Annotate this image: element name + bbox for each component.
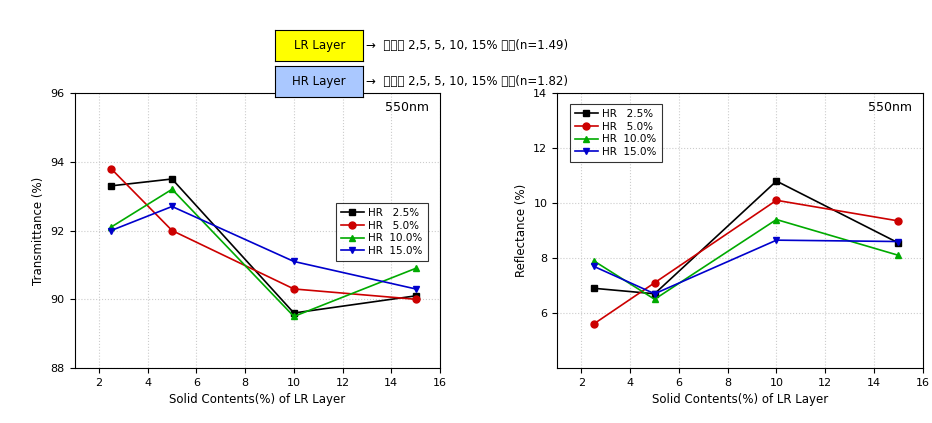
Line: HR  10.0%: HR 10.0% (590, 216, 902, 303)
HR  15.0% (167, 204, 178, 209)
HR   2.5% (288, 310, 299, 316)
HR  10.0% (771, 217, 782, 222)
Line: HR   5.0%: HR 5.0% (107, 165, 419, 303)
HR  15.0% (893, 239, 904, 244)
HR   5.0% (771, 198, 782, 203)
HR   5.0% (288, 286, 299, 291)
HR  10.0% (167, 187, 178, 192)
Y-axis label: Transmittance (%): Transmittance (%) (32, 176, 45, 285)
HR  15.0% (771, 238, 782, 243)
HR  10.0% (105, 225, 116, 230)
Legend: HR   2.5%, HR   5.0%, HR  10.0%, HR  15.0%: HR 2.5%, HR 5.0%, HR 10.0%, HR 15.0% (336, 203, 428, 261)
HR   2.5% (167, 176, 178, 181)
HR   2.5% (410, 293, 421, 298)
HR  15.0% (105, 228, 116, 233)
Y-axis label: Reflectance (%): Reflectance (%) (514, 184, 528, 277)
Text: LR Layer: LR Layer (294, 39, 345, 52)
Legend: HR   2.5%, HR   5.0%, HR  10.0%, HR  15.0%: HR 2.5%, HR 5.0%, HR 10.0%, HR 15.0% (569, 104, 662, 162)
X-axis label: Solid Contents(%) of LR Layer: Solid Contents(%) of LR Layer (651, 393, 828, 406)
HR   5.0% (105, 166, 116, 171)
HR   5.0% (167, 228, 178, 233)
HR   2.5% (588, 286, 599, 291)
HR  10.0% (410, 266, 421, 271)
HR  10.0% (893, 253, 904, 258)
HR  10.0% (649, 297, 660, 302)
Text: →  고형분 2,5, 5, 10, 15% 조절(n=1.49): → 고형분 2,5, 5, 10, 15% 조절(n=1.49) (366, 39, 569, 52)
HR  10.0% (288, 314, 299, 319)
Line: HR   2.5%: HR 2.5% (590, 178, 902, 297)
Text: HR Layer: HR Layer (293, 75, 346, 88)
HR   5.0% (893, 218, 904, 223)
HR   2.5% (893, 240, 904, 245)
Line: HR   5.0%: HR 5.0% (590, 197, 902, 327)
HR  15.0% (288, 259, 299, 264)
HR  15.0% (649, 291, 660, 296)
Line: HR  10.0%: HR 10.0% (107, 186, 419, 320)
Text: →  고형분 2,5, 5, 10, 15% 조절(n=1.82): → 고형분 2,5, 5, 10, 15% 조절(n=1.82) (366, 75, 569, 88)
Line: HR  15.0%: HR 15.0% (590, 237, 902, 297)
Line: HR  15.0%: HR 15.0% (107, 203, 419, 292)
X-axis label: Solid Contents(%) of LR Layer: Solid Contents(%) of LR Layer (170, 393, 346, 406)
HR   2.5% (105, 183, 116, 188)
HR  10.0% (588, 258, 599, 263)
Line: HR   2.5%: HR 2.5% (107, 176, 419, 316)
HR  15.0% (410, 286, 421, 291)
Text: 550nm: 550nm (385, 102, 429, 114)
HR   2.5% (649, 291, 660, 296)
Text: 550nm: 550nm (868, 102, 911, 114)
HR   5.0% (649, 280, 660, 286)
HR   2.5% (771, 179, 782, 184)
HR   5.0% (588, 321, 599, 327)
HR   5.0% (410, 297, 421, 302)
HR  15.0% (588, 264, 599, 269)
